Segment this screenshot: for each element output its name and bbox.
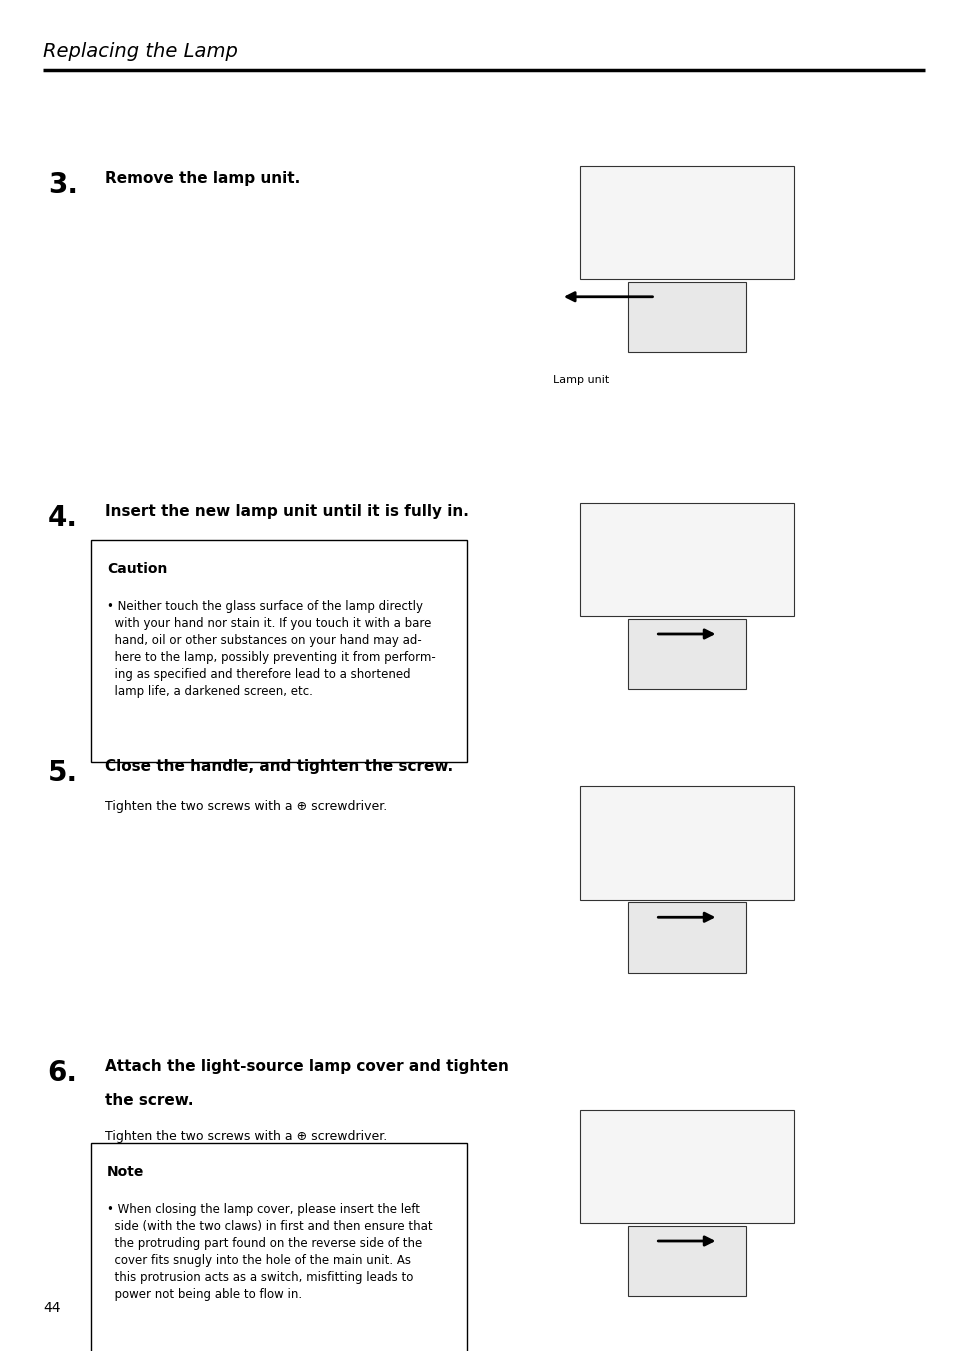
- Text: • When closing the lamp cover, please insert the left
  side (with the two claws: • When closing the lamp cover, please in…: [107, 1204, 432, 1301]
- FancyBboxPatch shape: [627, 1227, 745, 1297]
- FancyBboxPatch shape: [579, 166, 793, 280]
- Text: 44: 44: [43, 1301, 60, 1315]
- Text: 5.: 5.: [48, 759, 78, 788]
- Text: Remove the lamp unit.: Remove the lamp unit.: [105, 172, 300, 186]
- FancyBboxPatch shape: [627, 902, 745, 973]
- Text: Replacing the Lamp: Replacing the Lamp: [43, 42, 237, 61]
- Text: Close the handle, and tighten the screw.: Close the handle, and tighten the screw.: [105, 759, 453, 774]
- Text: Tighten the two screws with a ⊕ screwdriver.: Tighten the two screws with a ⊕ screwdri…: [105, 1131, 387, 1143]
- FancyBboxPatch shape: [91, 539, 467, 762]
- FancyBboxPatch shape: [627, 619, 745, 689]
- Text: 4.: 4.: [48, 504, 77, 532]
- Text: Tighten the two screws with a ⊕ screwdriver.: Tighten the two screws with a ⊕ screwdri…: [105, 800, 387, 813]
- Text: the screw.: the screw.: [105, 1093, 193, 1108]
- Text: Caution: Caution: [107, 562, 167, 577]
- FancyBboxPatch shape: [627, 282, 745, 353]
- Text: • Neither touch the glass surface of the lamp directly
  with your hand nor stai: • Neither touch the glass surface of the…: [107, 600, 436, 698]
- FancyBboxPatch shape: [579, 786, 793, 900]
- Text: Lamp unit: Lamp unit: [553, 376, 609, 385]
- Text: 6.: 6.: [48, 1059, 77, 1088]
- Text: Note: Note: [107, 1166, 144, 1179]
- FancyBboxPatch shape: [579, 1111, 793, 1224]
- FancyBboxPatch shape: [579, 503, 793, 616]
- FancyBboxPatch shape: [91, 1143, 467, 1351]
- Text: Attach the light-source lamp cover and tighten: Attach the light-source lamp cover and t…: [105, 1059, 508, 1074]
- Text: 3.: 3.: [48, 172, 77, 200]
- Text: Insert the new lamp unit until it is fully in.: Insert the new lamp unit until it is ful…: [105, 504, 468, 520]
